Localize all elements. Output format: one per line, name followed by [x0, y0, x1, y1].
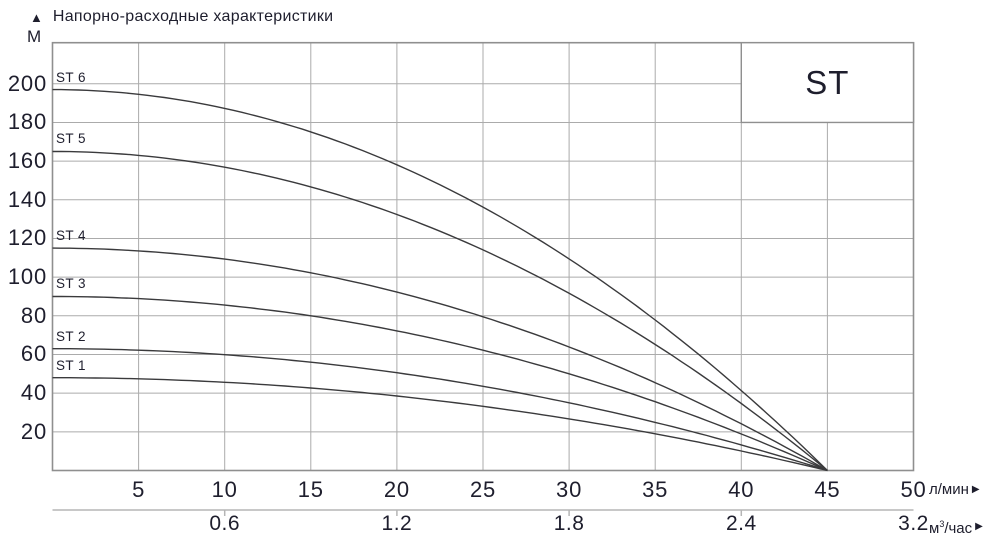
chart-header: ▲ Напорно-расходные характеристики	[30, 8, 333, 26]
plot-frame	[51, 41, 915, 472]
x-tick-label: 15	[297, 477, 324, 502]
y-tick-label: 40	[20, 380, 47, 406]
curve-label: ST 3	[56, 276, 86, 292]
y-tick-label: 20	[20, 418, 47, 444]
x2-axis-unit-text: м3/час	[929, 519, 973, 537]
x-tick-label: 50	[900, 477, 927, 502]
series-family-label: ST	[805, 63, 850, 101]
x2-tick-label: 1.8	[553, 512, 585, 535]
x-tick-label: 35	[642, 477, 669, 502]
series-family-box	[740, 42, 915, 124]
x-axis-unit-label: л/мин ▶	[929, 482, 980, 498]
x-axis-unit-text: л/мин	[929, 481, 969, 498]
x2-tick-label: 2.4	[725, 512, 757, 535]
x-tick-label: 30	[556, 477, 583, 502]
x-tick-label: 20	[383, 477, 410, 502]
y-tick-label: 100	[7, 264, 47, 290]
curve-label: ST 4	[56, 228, 86, 244]
x-tick-label: 5	[132, 477, 146, 502]
y-axis-unit-label: М	[27, 27, 42, 46]
pump-curve	[52, 377, 828, 472]
y-tick-label: 160	[7, 148, 47, 174]
y-tick-label: 140	[7, 186, 47, 212]
x-tick-label: 25	[469, 477, 497, 502]
x2-axis-unit-label: м3/час ▶	[929, 516, 983, 537]
curve-label: ST 6	[56, 69, 86, 85]
x-axis-arrow-right-icon: ▶	[971, 484, 980, 495]
x2-tick-label: 3.2	[898, 512, 929, 535]
pump-curve	[52, 295, 828, 472]
x2-tick-label: 1.2	[381, 512, 413, 535]
pump-curve	[52, 348, 828, 472]
curve-label: ST 5	[56, 131, 86, 147]
y-axis-arrow-up-icon: ▲	[30, 9, 43, 25]
pump-curve	[52, 88, 828, 472]
x2-tick-label: 0.6	[209, 512, 241, 535]
y-tick-label: 180	[7, 109, 47, 135]
pump-curve	[52, 247, 828, 472]
x2-axis-arrow-right-icon: ▶	[975, 520, 983, 532]
chart-title: Напорно-расходные характеристики	[52, 8, 334, 25]
y-tick-label: 200	[7, 70, 47, 96]
y-tick-label: 120	[7, 225, 47, 251]
y-tick-label: 60	[20, 341, 47, 367]
curve-label: ST 1	[56, 357, 86, 373]
x-tick-label: 10	[211, 477, 238, 502]
x-tick-label: 40	[728, 477, 755, 502]
pump-curve	[52, 150, 828, 472]
x-tick-label: 45	[814, 477, 841, 502]
y-tick-label: 80	[20, 302, 47, 328]
curve-label: ST 2	[56, 328, 86, 344]
